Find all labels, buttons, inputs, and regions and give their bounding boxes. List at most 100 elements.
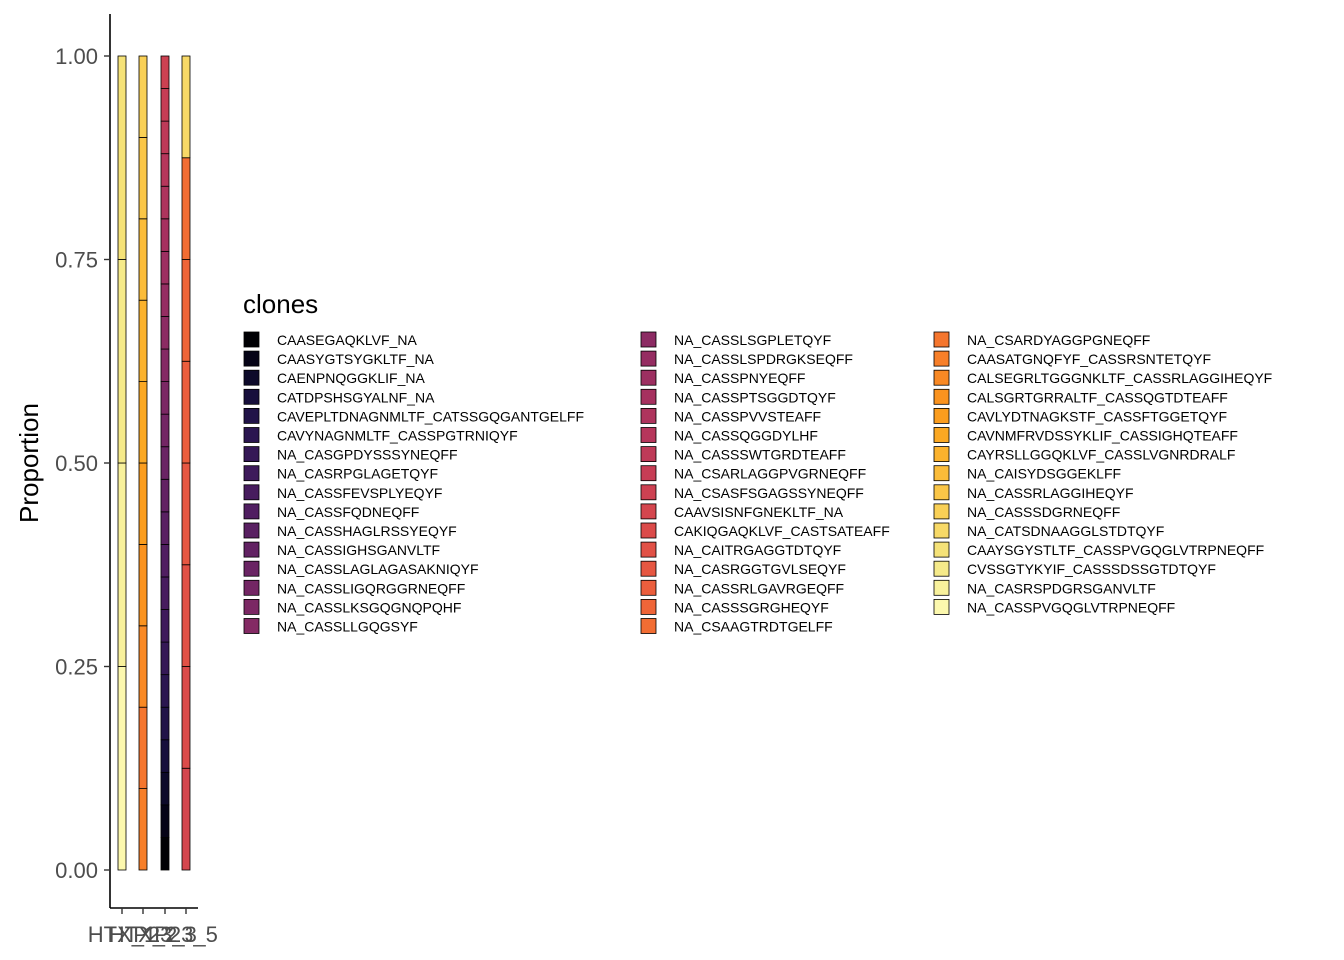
legend-label: NA_CASSPTSGGDTQYF: [674, 389, 836, 405]
legend-swatch: [933, 465, 950, 482]
legend-swatch: [933, 522, 950, 539]
bar-segment: [138, 706, 148, 790]
legend-swatch: [640, 350, 657, 367]
bar-segment: [160, 706, 170, 741]
legend-label: CAKIQGAQKLVF_CASTSATEAFF: [674, 523, 890, 539]
legend-swatch: [640, 369, 657, 386]
legend-swatch: [243, 446, 260, 463]
bar-segment: [160, 478, 170, 513]
legend-label: NA_CAISYDSGGEKLFF: [967, 466, 1121, 482]
legend-swatch: [243, 350, 260, 367]
bar-segment: [181, 259, 191, 362]
y-tick-label: 0.50: [55, 451, 98, 476]
legend-swatch: [243, 465, 260, 482]
bar-segment: [181, 360, 191, 464]
legend-swatch: [640, 388, 657, 405]
legend-swatch: [243, 484, 260, 501]
bar-segment: [138, 544, 148, 627]
legend-swatch: [243, 579, 260, 596]
legend-label: NA_CASRSPDGRSGANVLTF: [967, 580, 1156, 596]
bar-segment: [181, 157, 191, 260]
legend-label: CAASYGTSYGKLTF_NA: [277, 351, 435, 367]
bar-segment: [160, 185, 170, 220]
legend-swatch: [933, 350, 950, 367]
bar-segment: [160, 250, 170, 285]
legend-label: NA_CASSHAGLRSSYEQYF: [277, 523, 457, 539]
y-tick-label: 0.75: [55, 248, 98, 273]
legend-label: CALSGRTGRRALTF_CASSQGTDTEAFF: [967, 389, 1228, 405]
bar-segment: [117, 666, 127, 871]
legend-label: CALSEGRLTGGGNKLTF_CASSRLAGGIHEQYF: [967, 370, 1272, 386]
bar-segment: [160, 837, 170, 871]
legend-swatch: [640, 541, 657, 558]
legend-swatch: [933, 388, 950, 405]
legend-swatch: [640, 465, 657, 482]
bar-segment: [160, 804, 170, 838]
bar-segment: [160, 641, 170, 676]
legend-swatch: [933, 599, 950, 615]
bar-segment: [138, 381, 148, 464]
legend-label: NA_CASSLSPDRGKSEQFF: [674, 351, 853, 367]
legend-swatch: [933, 331, 950, 348]
bar-segment: [138, 625, 148, 708]
y-tick-label: 0.00: [55, 858, 98, 883]
bar-segment: [160, 771, 170, 806]
legend-label: CAAVSISNFGNEKLTF_NA: [674, 504, 844, 520]
bar-segment: [160, 739, 170, 773]
legend-label: NA_CASSQGGDYLHF: [674, 428, 818, 444]
bar-segment: [181, 462, 191, 566]
legend-swatch: [640, 522, 657, 539]
legend-swatch: [243, 618, 260, 634]
bar-segment: [160, 55, 170, 89]
bar-segment: [138, 55, 148, 138]
legend-label: NA_CASSRLAGGIHEQYF: [967, 485, 1134, 501]
legend-label: CATDPSHSGYALNF_NA: [277, 389, 435, 405]
legend-swatch: [933, 560, 950, 577]
legend-swatch: [243, 331, 260, 348]
legend-swatch: [640, 484, 657, 501]
y-tick-label: 0.25: [55, 655, 98, 680]
bar-segment: [117, 259, 127, 464]
bars: [117, 55, 191, 871]
legend-label: CAYRSLLGGQKLVF_CASSLVGNRDRALF: [967, 447, 1235, 463]
bar-segment: [181, 564, 191, 667]
legend-label: NA_CASSFEVSPLYEQYF: [277, 485, 442, 501]
legend-label: NA_CATSDNAAGGLSTDTQYF: [967, 523, 1164, 539]
bar-segment: [160, 413, 170, 448]
legend-label: NA_CASSFQDNEQFF: [277, 504, 419, 520]
legend-title: clones: [243, 289, 318, 319]
legend-label: CAVYNAGNMLTF_CASSPGTRNIQYF: [277, 428, 518, 444]
bar-segment: [160, 609, 170, 643]
legend-label: NA_CSARDYAGGPGNEQFF: [967, 332, 1150, 348]
legend-swatch: [640, 503, 657, 520]
legend-swatch: [933, 407, 950, 424]
bar-segment: [138, 788, 148, 871]
legend-label: NA_CASGPDYSSSYNEQFF: [277, 447, 458, 463]
legend-label: NA_CASSLIGQRGGRNEQFF: [277, 580, 465, 596]
legend-swatch: [640, 560, 657, 577]
legend-label: NA_CSARLAGGPVGRNEQFF: [674, 466, 866, 482]
bar-segment: [160, 674, 170, 708]
legend-label: CVSSGTYKYIF_CASSSDSSGTDTQYF: [967, 561, 1216, 577]
legend-label: NA_CASSPNYEQFF: [674, 370, 805, 386]
legend-swatch: [933, 503, 950, 520]
bar-segment: [160, 88, 170, 122]
legend-swatch: [243, 407, 260, 424]
bar-segment: [138, 136, 148, 220]
legend-label: NA_CASRPGLAGETQYF: [277, 466, 438, 482]
legend-swatch: [933, 579, 950, 596]
legend-label: CAVNMFRVDSSYKLIF_CASSIGHQTEAFF: [967, 428, 1238, 444]
legend-swatch: [243, 503, 260, 520]
bar-segment: [160, 446, 170, 480]
x-tick-label: P23_3: [133, 922, 197, 947]
x-tick-label: HTX_1: [88, 922, 156, 947]
legend-label: NA_CASSSGRGHEQYF: [674, 599, 829, 615]
legend-label: NA_CASSPVVSTEAFF: [674, 408, 821, 424]
legend-swatch: [243, 427, 260, 443]
legend-swatch: [243, 388, 260, 405]
bar-segment: [160, 153, 170, 187]
x-tick-label: P23_5: [154, 922, 218, 947]
legend-swatch: [243, 522, 260, 539]
legend-swatch: [933, 369, 950, 386]
